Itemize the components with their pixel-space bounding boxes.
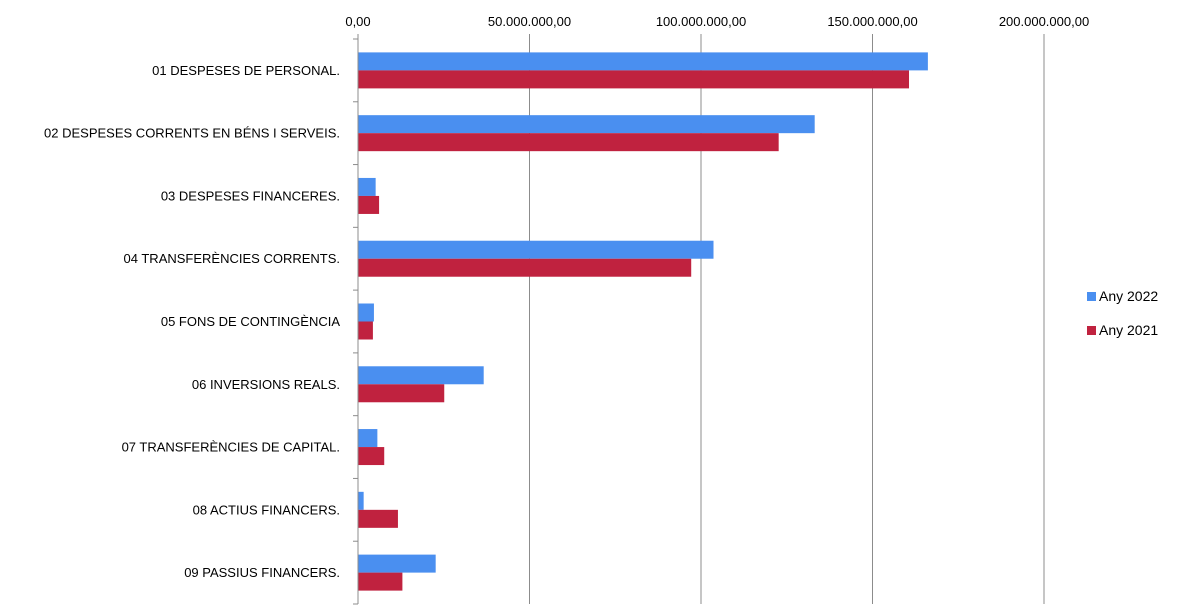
category-label: 01 DESPESES DE PERSONAL. bbox=[152, 63, 340, 78]
bar bbox=[358, 447, 385, 466]
bar bbox=[358, 366, 484, 385]
category-label: 03 DESPESES FINANCERES. bbox=[161, 188, 340, 203]
bar bbox=[358, 177, 376, 196]
x-tick-label: 50.000.000,00 bbox=[488, 14, 571, 29]
category-label: 04 TRANSFERÈNCIES CORRENTS. bbox=[124, 251, 340, 266]
category-label: 08 ACTIUS FINANCERS. bbox=[193, 502, 340, 517]
legend-label: Any 2022 bbox=[1099, 288, 1158, 304]
legend-swatch bbox=[1087, 292, 1096, 301]
bar bbox=[358, 554, 436, 573]
x-tick-label: 150.000.000,00 bbox=[827, 14, 917, 29]
category-label: 06 INVERSIONS REALS. bbox=[192, 377, 340, 392]
bar bbox=[358, 572, 403, 591]
bar bbox=[358, 240, 714, 259]
x-tick-label: 0,00 bbox=[345, 14, 370, 29]
category-label: 07 TRANSFERÈNCIES DE CAPITAL. bbox=[122, 440, 340, 455]
bar bbox=[358, 321, 373, 340]
category-label: 02 DESPESES CORRENTS EN BÉNS I SERVEIS. bbox=[44, 126, 340, 141]
category-label: 05 FONS DE CONTINGÈNCIA bbox=[161, 314, 340, 329]
x-tick-label: 100.000.000,00 bbox=[656, 14, 746, 29]
bar bbox=[358, 52, 928, 71]
bar bbox=[358, 115, 815, 134]
x-tick-label: 200.000.000,00 bbox=[999, 14, 1089, 29]
bar bbox=[358, 195, 380, 214]
legend-swatch bbox=[1087, 326, 1096, 335]
bar bbox=[358, 509, 398, 528]
bar bbox=[358, 303, 374, 322]
bar bbox=[358, 384, 445, 403]
legend-label: Any 2021 bbox=[1099, 322, 1158, 338]
bar bbox=[358, 70, 910, 89]
bar bbox=[358, 258, 692, 277]
category-label: 09 PASSIUS FINANCERS. bbox=[184, 565, 340, 580]
bar bbox=[358, 429, 378, 448]
bar bbox=[358, 133, 779, 152]
bar bbox=[358, 491, 364, 510]
